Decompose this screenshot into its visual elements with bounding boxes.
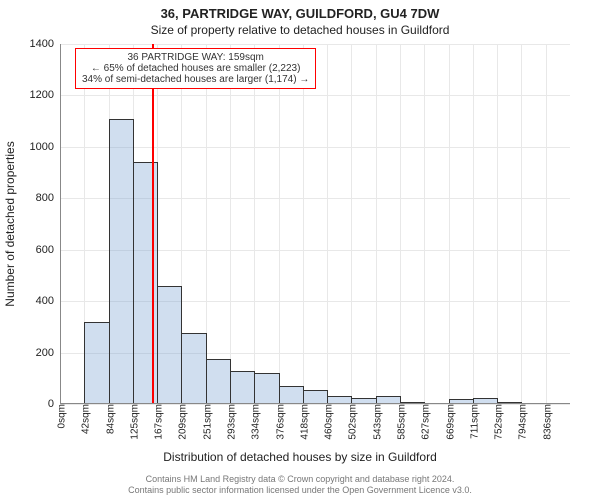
- histogram-bar: [230, 371, 255, 404]
- plot-area: 36 PARTRIDGE WAY: 159sqm ← 65% of detach…: [60, 44, 570, 404]
- chart-title: 36, PARTRIDGE WAY, GUILDFORD, GU4 7DW: [0, 0, 600, 21]
- y-axis-label: Number of detached properties: [3, 141, 17, 306]
- histogram-bar: [84, 322, 109, 404]
- marker-line: [152, 44, 154, 404]
- footer-line-2: Contains public sector information licen…: [0, 485, 600, 496]
- y-axis: [60, 44, 61, 404]
- chart-container: 36, PARTRIDGE WAY, GUILDFORD, GU4 7DW Si…: [0, 0, 600, 500]
- xtick-label: 293sqm: [223, 404, 238, 440]
- xtick-label: 418sqm: [295, 404, 310, 440]
- callout-line-2: ← 65% of detached houses are smaller (2,…: [82, 63, 309, 74]
- ytick-label: 800: [36, 192, 60, 204]
- xtick-label: 460sqm: [320, 404, 335, 440]
- xtick-label: 836sqm: [538, 404, 553, 440]
- marker-callout: 36 PARTRIDGE WAY: 159sqm ← 65% of detach…: [75, 48, 316, 89]
- xtick-label: 0sqm: [53, 404, 68, 428]
- histogram-bar: [303, 390, 328, 404]
- histogram-bar: [254, 373, 279, 404]
- xtick-label: 543sqm: [368, 404, 383, 440]
- xtick-label: 167sqm: [150, 404, 165, 440]
- xtick-label: 669sqm: [441, 404, 456, 440]
- footer-attribution: Contains HM Land Registry data © Crown c…: [0, 474, 600, 496]
- ytick-label: 1000: [30, 141, 60, 153]
- callout-line-1: 36 PARTRIDGE WAY: 159sqm: [82, 52, 309, 63]
- xtick-label: 752sqm: [490, 404, 505, 440]
- xtick-label: 376sqm: [271, 404, 286, 440]
- histogram-bar: [279, 386, 304, 404]
- xtick-label: 627sqm: [417, 404, 432, 440]
- x-axis-label: Distribution of detached houses by size …: [0, 450, 600, 464]
- xtick-label: 794sqm: [514, 404, 529, 440]
- ytick-label: 1200: [30, 89, 60, 101]
- xtick-label: 209sqm: [174, 404, 189, 440]
- ytick-label: 1400: [30, 38, 60, 50]
- histogram-bar: [157, 286, 182, 404]
- xtick-label: 585sqm: [393, 404, 408, 440]
- ytick-label: 600: [36, 244, 60, 256]
- histogram-bar: [133, 162, 158, 404]
- xtick-label: 334sqm: [247, 404, 262, 440]
- histogram-bar: [206, 359, 231, 404]
- xtick-label: 251sqm: [198, 404, 213, 440]
- xtick-label: 84sqm: [101, 404, 116, 434]
- ytick-label: 200: [36, 347, 60, 359]
- histogram-bar: [109, 119, 134, 404]
- footer-line-1: Contains HM Land Registry data © Crown c…: [0, 474, 600, 485]
- histogram-bar: [181, 333, 206, 404]
- callout-line-3: 34% of semi-detached houses are larger (…: [82, 74, 309, 85]
- ytick-label: 400: [36, 295, 60, 307]
- bars-layer: [60, 44, 570, 404]
- xtick-label: 42sqm: [77, 404, 92, 434]
- chart-subtitle: Size of property relative to detached ho…: [0, 21, 600, 37]
- xtick-label: 711sqm: [465, 404, 480, 439]
- xtick-label: 125sqm: [125, 404, 140, 440]
- xtick-label: 502sqm: [344, 404, 359, 440]
